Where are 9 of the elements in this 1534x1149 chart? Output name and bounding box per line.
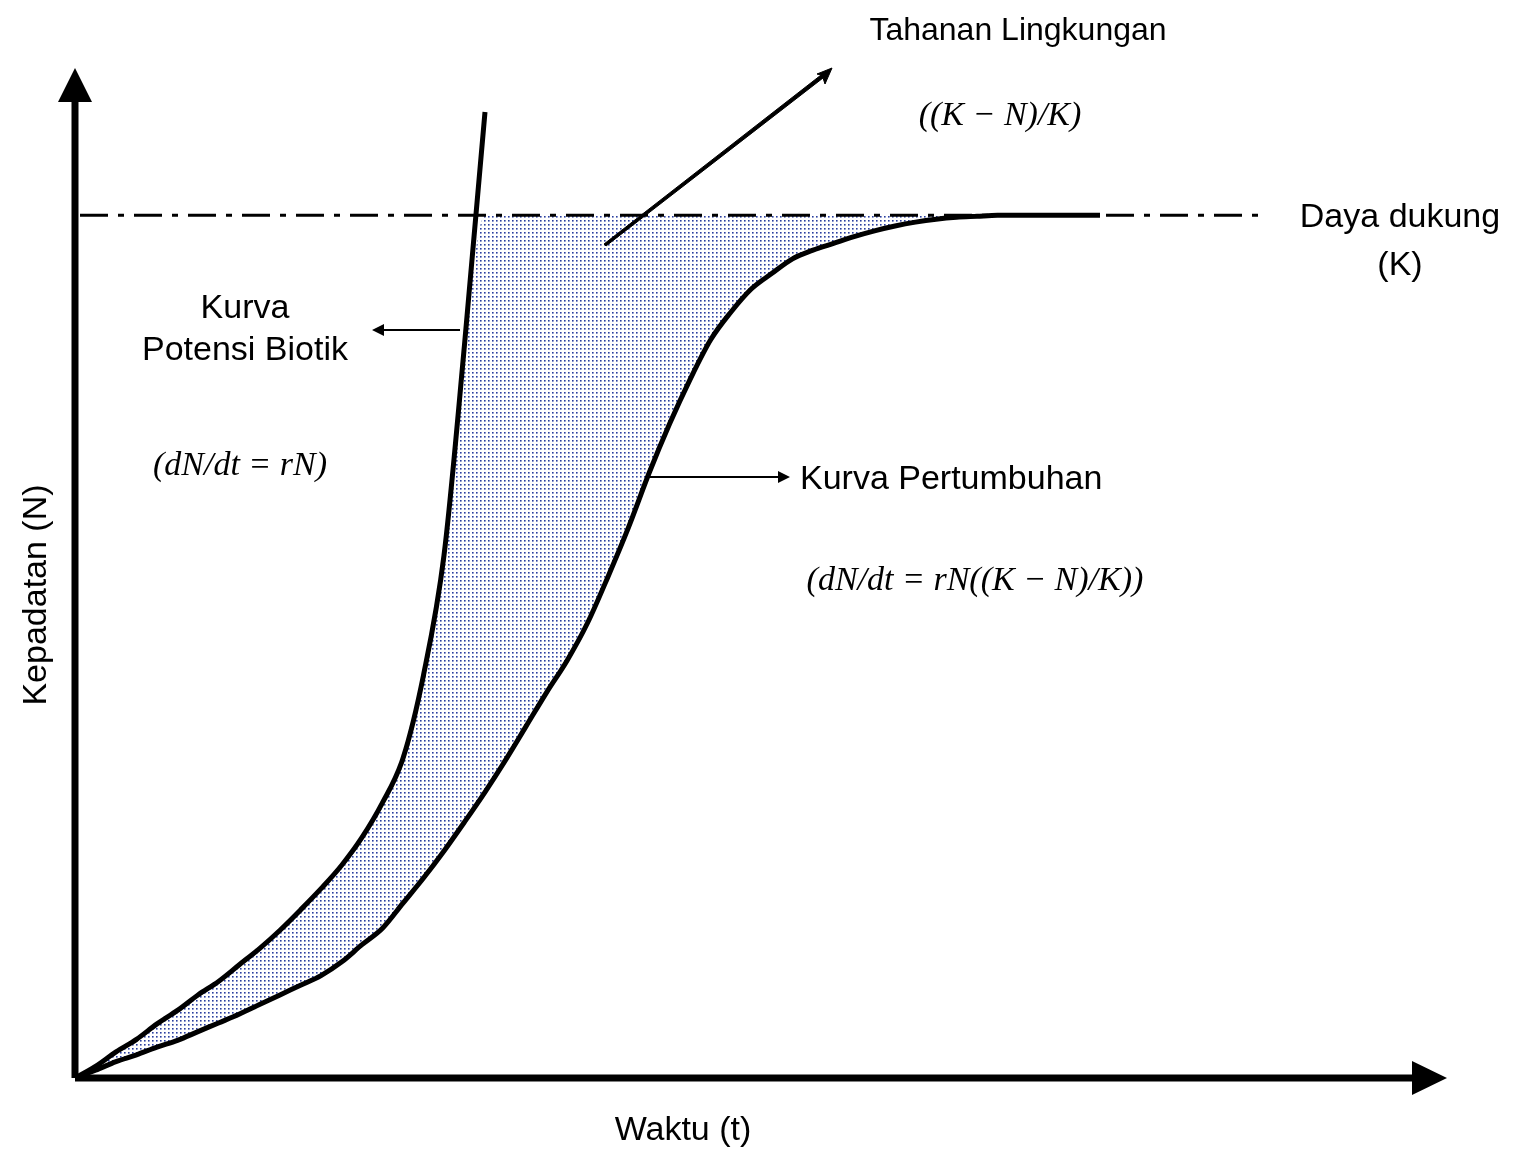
annotation: (dN/dt = rN): [152, 445, 328, 483]
annotation: (dN/dt = rN((K − N)/K)): [806, 560, 1144, 598]
y-axis-title: Kepadatan (N): [15, 484, 53, 706]
annotation: ((K − N)/K): [918, 95, 1082, 133]
annotation: Kurva Potensi Biotik: [142, 287, 349, 367]
x-axis-title: Waktu (t): [614, 1109, 752, 1147]
ref-line-label: Daya dukung (K): [1299, 196, 1501, 283]
annotation: Kurva Pertumbuhan: [800, 458, 1103, 496]
text: Tahanan Lingkungan: [869, 11, 1167, 47]
